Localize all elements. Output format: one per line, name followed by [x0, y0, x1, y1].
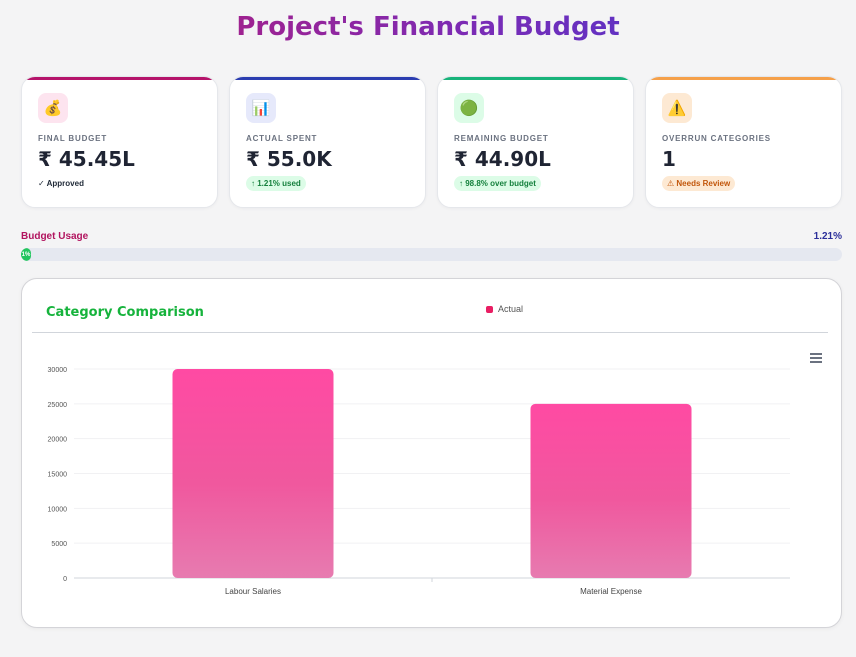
- card-value: ₹ 44.90L: [454, 147, 551, 171]
- x-tick-label: Labour Salaries: [225, 587, 281, 596]
- y-tick-label: 5000: [51, 541, 67, 548]
- card-value: ₹ 55.0K: [246, 147, 332, 171]
- bar-chart: 0 5000 10000 15000 20000 25000 30000 Labour Sal…: [48, 367, 790, 596]
- category-comparison-card: Category Comparison Actual 0 5000 10000 150…: [21, 278, 842, 628]
- warning-icon: ⚠️: [662, 93, 692, 123]
- y-tick-label: 0: [63, 576, 67, 583]
- card-label: OVERRUN CATEGORIES: [662, 134, 771, 143]
- actual-spent-card: 📊 ACTUAL SPENT ₹ 55.0K ↑ 1.21% used: [229, 76, 426, 208]
- card-accent-bar: [22, 77, 217, 80]
- y-tick-label: 20000: [48, 437, 68, 444]
- chart-divider: [32, 332, 828, 333]
- budget-usage-percent: 1.21%: [813, 231, 842, 242]
- card-value: 1: [662, 147, 676, 171]
- y-tick-label: 30000: [48, 367, 68, 374]
- y-tick-label: 10000: [48, 506, 68, 513]
- overrun-categories-card: ⚠️ OVERRUN CATEGORIES 1 ⚠ Needs Review: [645, 76, 842, 208]
- card-label: REMAINING BUDGET: [454, 134, 549, 143]
- bar-labour-salaries[interactable]: [172, 369, 334, 578]
- chart-legend[interactable]: Actual: [486, 304, 523, 314]
- page-title: Project's Financial Budget: [0, 12, 856, 42]
- legend-label-actual: Actual: [498, 304, 524, 314]
- card-badge: ↑ 1.21% used: [246, 176, 306, 191]
- y-tick-label: 25000: [48, 402, 68, 409]
- budget-usage-bar: 1%: [21, 248, 842, 261]
- card-accent-bar: [230, 77, 425, 80]
- bar-material-expense[interactable]: [530, 403, 692, 578]
- money-bag-icon: 💰: [38, 93, 68, 123]
- budget-usage-label: Budget Usage: [21, 231, 89, 242]
- green-circle-icon: 🟢: [454, 93, 484, 123]
- x-tick-label: Material Expense: [580, 587, 642, 596]
- card-accent-bar: [646, 77, 841, 80]
- card-badge: ⚠ Needs Review: [662, 176, 736, 191]
- card-label: FINAL BUDGET: [38, 134, 108, 143]
- card-value: ₹ 45.45L: [38, 147, 135, 171]
- card-label: ACTUAL SPENT: [246, 134, 318, 143]
- remaining-budget-card: 🟢 REMAINING BUDGET ₹ 44.90L ↑ 98.8% over bu…: [437, 76, 634, 208]
- final-budget-card: 💰 FINAL BUDGET ₹ 45.45L ✓ Approved: [21, 76, 218, 208]
- chart-title: Category Comparison: [46, 305, 204, 320]
- budget-usage-fill: 1%: [21, 248, 31, 261]
- card-badge: ✓ Approved: [38, 179, 84, 188]
- card-badge: ↑ 98.8% over budget: [454, 176, 541, 191]
- bar-chart-icon: 📊: [246, 93, 276, 123]
- card-accent-bar: [438, 77, 633, 80]
- legend-swatch-actual: [486, 305, 493, 313]
- hamburger-menu-icon[interactable]: [810, 353, 822, 365]
- y-tick-label: 15000: [48, 472, 68, 479]
